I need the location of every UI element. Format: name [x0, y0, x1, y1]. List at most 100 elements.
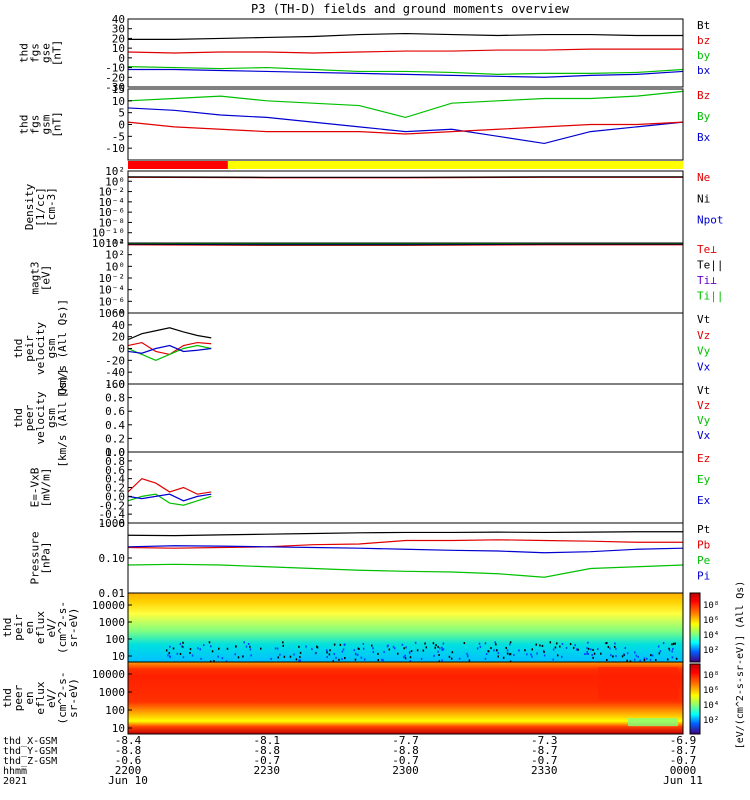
colorbar-1 [690, 593, 700, 662]
spectrogram-speck [166, 649, 168, 651]
legend-Ex: Ex [697, 494, 711, 507]
spectrogram-speck [606, 659, 608, 661]
spectrogram-speck [372, 647, 374, 649]
spectrogram-speck [532, 648, 534, 650]
spectrogram-speck [222, 657, 224, 659]
legend-Vt: Vt [697, 313, 710, 326]
spectrogram-speck [364, 658, 366, 660]
y-axis-label: thdfgsgse[nT] [18, 40, 64, 67]
spectrogram-speck [326, 649, 328, 651]
spectrogram-speck [180, 653, 182, 655]
spectrogram-speck [588, 648, 590, 650]
y-axis-label-line: [nPa] [40, 541, 53, 574]
spectrogram-speck [382, 659, 384, 661]
spectrogram-speck [249, 646, 251, 648]
y-tick-label: 100 [105, 704, 125, 717]
spectrogram-speck [189, 652, 191, 654]
spectrogram-speck [586, 651, 588, 653]
spectrogram-speck [480, 646, 482, 648]
spectrogram-speck [542, 645, 544, 647]
spectrogram-speck [646, 658, 648, 660]
spectrogram-speck [342, 651, 344, 653]
spectrogram-speck [439, 647, 441, 649]
spectrogram-speck [405, 657, 407, 659]
spectrogram-speck [415, 642, 417, 644]
spectrogram-speck [543, 651, 545, 653]
spectrogram-speck [594, 653, 596, 655]
spectrogram-speck [329, 653, 331, 655]
spectrogram-speck [371, 645, 373, 647]
spectrogram-speck [387, 645, 389, 647]
spectrogram-speck [561, 656, 563, 658]
colorbar-tick: 10² [703, 716, 719, 726]
spectrogram-speck [358, 648, 360, 650]
spectrogram-speck [573, 647, 575, 649]
colorbar-tick: 10² [703, 646, 719, 656]
spectrogram-speck [381, 659, 383, 661]
y-axis-label-line: [nT] [51, 40, 64, 67]
panel-7: 1.00.80.60.40.20.0-0.2-0.4-0.6E=-VxB[mV/… [29, 446, 711, 530]
spectrogram-speck [544, 654, 546, 656]
status-yellow-segment [228, 161, 683, 169]
panel-8: 1.000.100.01Pressure[nPa]PtPbPePi [29, 517, 711, 600]
legend-bx: bx [697, 64, 711, 77]
y-axis-label-line: [eV] [40, 265, 53, 292]
spectrogram-speck [650, 654, 652, 656]
spectrogram-speck [378, 659, 380, 661]
colorbar-tick: 10⁸ [703, 671, 719, 681]
x-year: 2021 [3, 776, 27, 787]
spectrogram-speck [570, 643, 572, 645]
spectrogram-speck [625, 647, 627, 649]
spectrogram-speck [590, 648, 592, 650]
spectrogram-speck [217, 656, 219, 658]
spectrogram-speck [282, 641, 284, 643]
y-axis-label: Density[1/cc][cm-3] [23, 183, 58, 230]
spectrogram-speck [637, 656, 639, 658]
spectrogram-speck [423, 650, 425, 652]
spectrogram-speck [495, 641, 497, 643]
spectrogram-speck [404, 655, 406, 657]
spectrogram-speck [669, 649, 671, 651]
status-bar [128, 161, 683, 169]
spectrogram-speck [597, 648, 599, 650]
spectrogram-speck [639, 659, 641, 661]
plot-area [128, 171, 683, 243]
spectrogram-speck [183, 656, 185, 658]
spectrogram-speck [433, 655, 435, 657]
spectrogram-speck [674, 643, 676, 645]
y-axis-label: Pressure[nPa] [29, 532, 53, 585]
y-axis-label: magt3[eV] [29, 261, 53, 294]
spectrogram-speck [243, 641, 245, 643]
y-tick-label: 10000 [92, 668, 125, 681]
panel-1: 403020100-10-20-30thdfgsgse[nT]Btbzbybx [18, 13, 711, 94]
spectrogram-speck [663, 642, 665, 644]
legend-Vy: Vy [697, 345, 711, 358]
spectrogram-speck [340, 644, 342, 646]
spectrogram-speck [592, 649, 594, 651]
spectrogram-speck [566, 647, 568, 649]
y-axis-label: thdpeerenefluxeV/(cm^2-s-sr-eV) [1, 672, 80, 725]
spectrogram-speck [606, 642, 608, 644]
x-tick-label: 2230 [254, 764, 281, 777]
y-tick-label: 10 [112, 650, 125, 663]
spectrogram-speck [190, 648, 192, 650]
time-axis-labels: thd_X-GSM -8.4 -8.1 -7.7 -7.3 -6.9thd_Y-GSM -8… [3, 734, 703, 787]
y-tick-label: 0.8 [105, 392, 125, 405]
spectrogram-speck [526, 653, 528, 655]
spectrogram-speck [300, 659, 302, 661]
spectrogram-speck [497, 655, 499, 657]
legend-Vx: Vx [697, 429, 711, 442]
x-date-left: Jun 10 [108, 774, 148, 787]
spectrogram-speck [421, 658, 423, 660]
legend-Te⊥: Te⊥ [697, 243, 717, 256]
spectrogram-speck [614, 643, 616, 645]
spectrogram-speck [192, 655, 194, 657]
y-tick-label: 1000 [99, 686, 126, 699]
spectrogram-speck [658, 645, 660, 647]
spectrogram-speck [437, 651, 439, 653]
spectrogram-speck [591, 654, 593, 656]
spectrogram-speck [485, 658, 487, 660]
spectrogram-speck [238, 656, 240, 658]
spectrogram-speck [270, 658, 272, 660]
